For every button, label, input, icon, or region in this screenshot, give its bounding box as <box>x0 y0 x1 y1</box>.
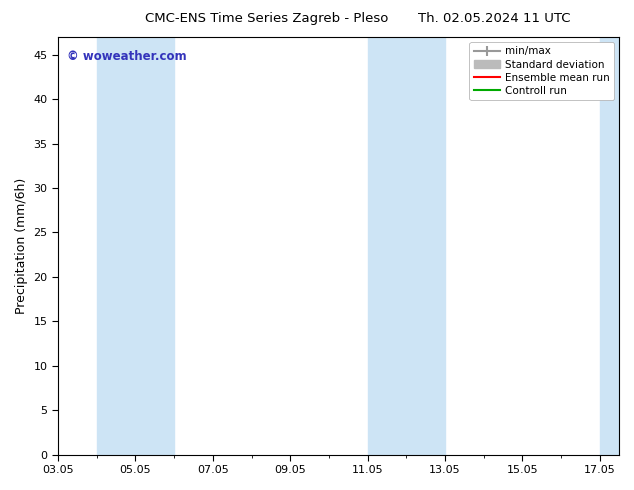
Bar <box>97 37 174 455</box>
Bar <box>368 37 445 455</box>
Text: CMC-ENS Time Series Zagreb - Pleso: CMC-ENS Time Series Zagreb - Pleso <box>145 12 388 25</box>
Y-axis label: Precipitation (mm/6h): Precipitation (mm/6h) <box>15 178 28 314</box>
Bar <box>600 37 619 455</box>
Text: Th. 02.05.2024 11 UTC: Th. 02.05.2024 11 UTC <box>418 12 571 25</box>
Legend: min/max, Standard deviation, Ensemble mean run, Controll run: min/max, Standard deviation, Ensemble me… <box>469 42 614 100</box>
Text: © woweather.com: © woweather.com <box>67 49 186 63</box>
